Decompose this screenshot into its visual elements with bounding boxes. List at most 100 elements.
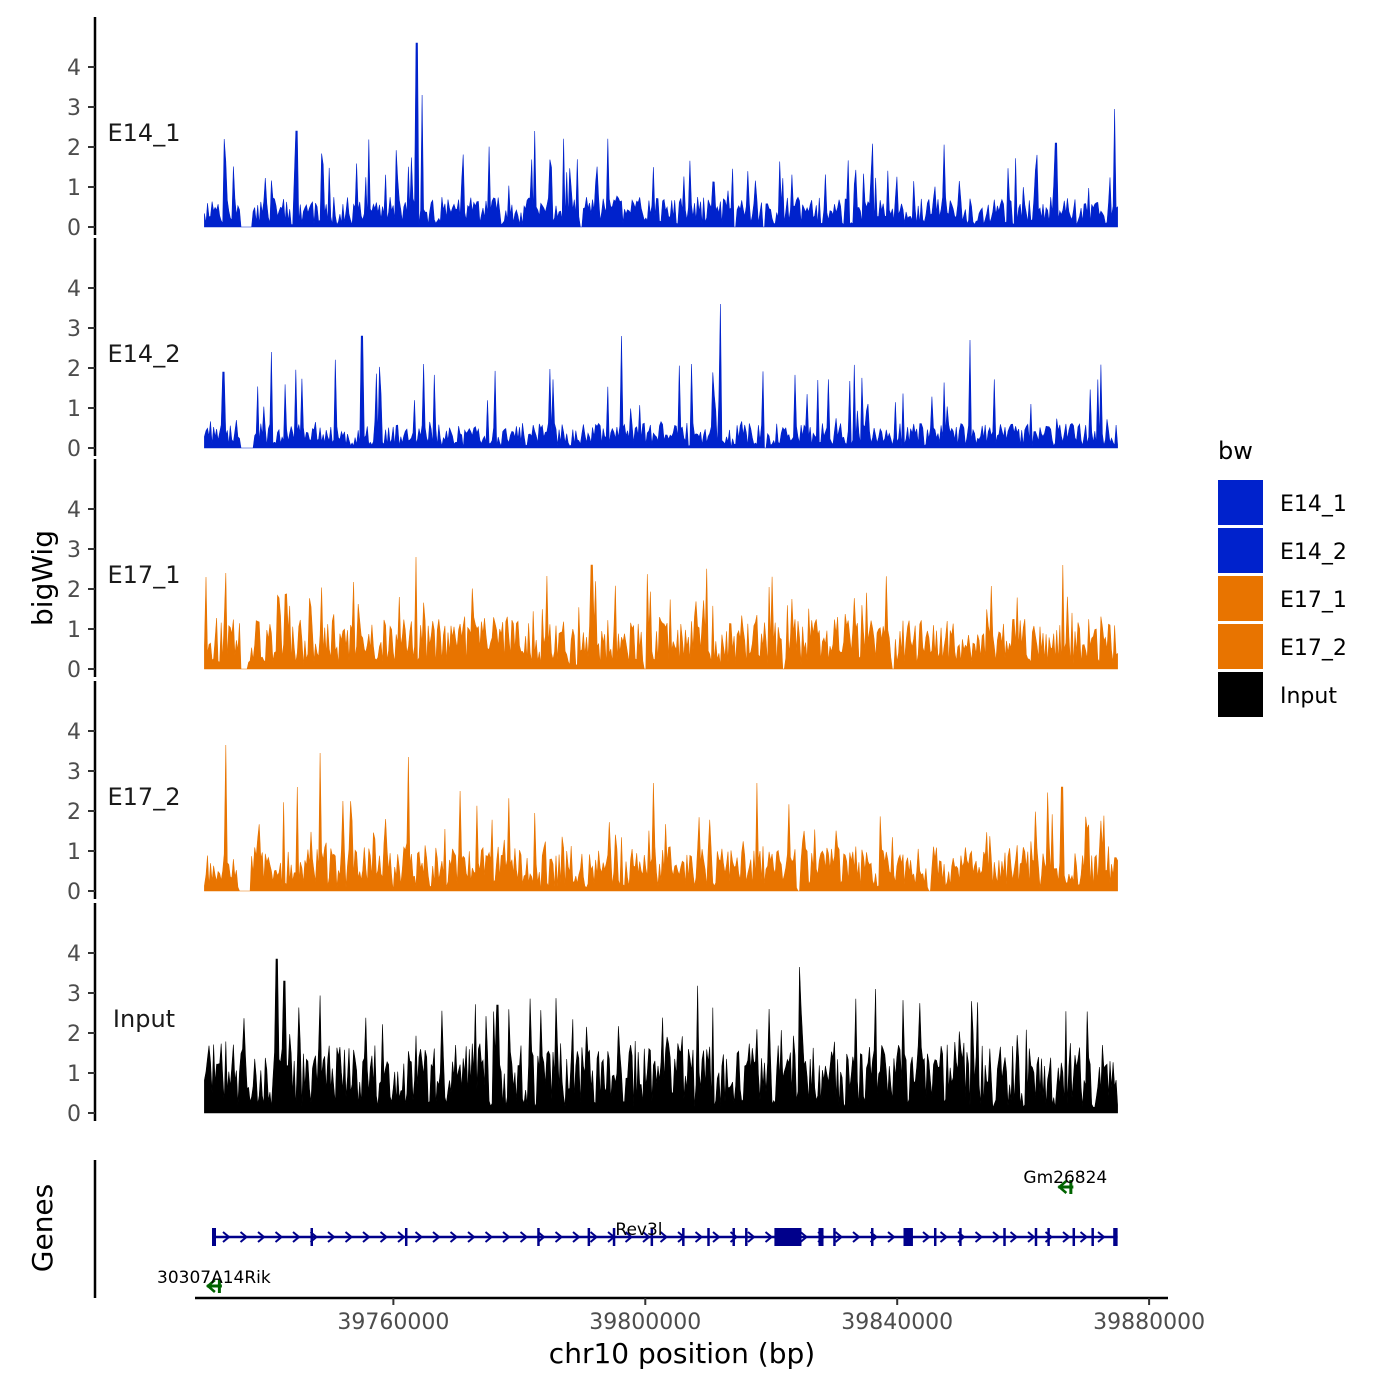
strand-arrow [589, 1231, 599, 1243]
y-tick-label: 4 [67, 56, 81, 81]
panel-Input: 0 1 2 3 4 Input [67, 903, 1118, 1127]
strand-arrow [1057, 1180, 1068, 1194]
strand-arrow [572, 1231, 581, 1243]
y-tick-label: 3 [67, 538, 81, 563]
exon-small [1091, 1228, 1094, 1246]
y-tick-label: 1 [67, 176, 81, 201]
strand-arrow [834, 1231, 844, 1243]
gene-Gm26824: Gm26824 [1023, 1168, 1107, 1194]
y-tick-label: 0 [67, 658, 81, 683]
y-tick-label: 4 [67, 720, 81, 745]
gene-label: 30307A14Rik [157, 1268, 271, 1288]
strand-arrow [467, 1231, 476, 1243]
y-tick-label: 2 [67, 357, 81, 382]
x-axis: 39760000 39800000 39840000 39880000 [195, 1296, 1205, 1335]
exon-small [959, 1228, 962, 1246]
y-tick-label: 2 [67, 1022, 81, 1047]
exon-small [587, 1228, 591, 1246]
strand-arrow [397, 1231, 406, 1243]
x-tick-label: 39760000 [337, 1310, 449, 1335]
genes-panel: Rev3l Gm26824 30307A14Rik [93, 1160, 1118, 1298]
strand-arrow [449, 1231, 459, 1243]
strand-arrow [205, 1279, 216, 1293]
y-tick-label: 4 [67, 277, 81, 302]
x-tick-label: 39840000 [841, 1310, 953, 1335]
y-tick-label: 0 [67, 437, 81, 462]
strand-arrow [414, 1231, 424, 1243]
signal-area-Input [204, 958, 1118, 1114]
strand-arrow [624, 1231, 634, 1243]
y-tick-label: 0 [67, 216, 81, 241]
legend-entry-label: E17_2 [1280, 636, 1347, 661]
exon [1113, 1228, 1118, 1246]
panel-E17_1: 0 1 2 3 4 E17_1 [67, 459, 1118, 683]
panel-label: E17_2 [108, 783, 181, 811]
panel-label: E17_1 [108, 561, 181, 589]
exon-small [871, 1228, 874, 1246]
strand-arrow [502, 1231, 511, 1243]
exon-small [310, 1228, 314, 1246]
exon [818, 1228, 824, 1246]
strand-arrow [274, 1231, 284, 1243]
exon-small [650, 1228, 654, 1246]
y-tick-label: 3 [67, 982, 81, 1007]
strand-arrow [379, 1231, 389, 1243]
y-tick-label: 2 [67, 578, 81, 603]
y-tick-label: 0 [67, 1102, 81, 1127]
y-tick-label: 1 [67, 840, 81, 865]
legend-entry-label: E14_1 [1280, 492, 1347, 517]
legend-swatch-Input [1218, 672, 1263, 717]
exon-small [537, 1228, 540, 1246]
signal-area-E14_2 [204, 303, 1118, 449]
y-tick-label: 0 [67, 880, 81, 905]
strand-arrow [764, 1231, 774, 1243]
strand-arrow [519, 1231, 529, 1243]
strand-arrow [852, 1231, 861, 1243]
panel-E17_2: 0 1 2 3 4 E17_2 [67, 681, 1118, 905]
legend-title: bw [1218, 437, 1253, 465]
strand-arrow [939, 1231, 949, 1243]
exon-small [612, 1228, 616, 1246]
strand-arrow [484, 1231, 494, 1243]
y-axis-title: bigWig [26, 530, 59, 626]
strand-arrow [659, 1231, 669, 1243]
gene-label: Rev3l [615, 1220, 662, 1240]
exon-small [833, 1228, 836, 1246]
strand-arrow [992, 1231, 1001, 1243]
exon-small [1047, 1228, 1050, 1246]
y-tick-label: 3 [67, 317, 81, 342]
strand-arrow [887, 1231, 896, 1243]
strand-arrow [362, 1231, 371, 1243]
panel-label: E14_2 [108, 340, 181, 368]
y-tick-label: 3 [67, 760, 81, 785]
exon-small [682, 1228, 685, 1246]
panel-label: E14_1 [108, 119, 181, 147]
exon-small [217, 1279, 221, 1293]
strand-arrow [1009, 1231, 1019, 1243]
strand-arrow [554, 1231, 564, 1243]
y-tick-label: 1 [67, 618, 81, 643]
signal-area-E14_1 [204, 42, 1118, 228]
y-tick-label: 1 [67, 397, 81, 422]
strand-arrow [712, 1231, 721, 1243]
strand-arrow [292, 1231, 301, 1243]
exon-small [1069, 1180, 1073, 1194]
strand-arrow [922, 1231, 931, 1243]
y-tick-label: 3 [67, 96, 81, 121]
exon-small [707, 1228, 710, 1246]
legend-swatch-E14_1 [1218, 480, 1263, 525]
exon-small [933, 1228, 937, 1246]
signal-area-E17_1 [204, 556, 1118, 670]
legend: bw E14_1 E14_2 E17_1 E17_2 Input [1218, 437, 1347, 717]
strand-arrow [239, 1231, 249, 1243]
bigwig-panels: 0 1 2 3 4 E14_1 0 1 2 3 4 E14_2 0 1 2 3 4 E17_1 0 1 2 3 4 E17_2… [67, 17, 1118, 1127]
strand-arrow [694, 1231, 704, 1243]
strand-arrow [747, 1231, 756, 1243]
strand-arrow [799, 1231, 809, 1243]
legend-entry-label: Input [1280, 684, 1337, 709]
exon [774, 1228, 802, 1246]
strand-arrow [1079, 1231, 1089, 1243]
legend-entry-label: E17_1 [1280, 588, 1347, 613]
strand-arrow [974, 1231, 984, 1243]
